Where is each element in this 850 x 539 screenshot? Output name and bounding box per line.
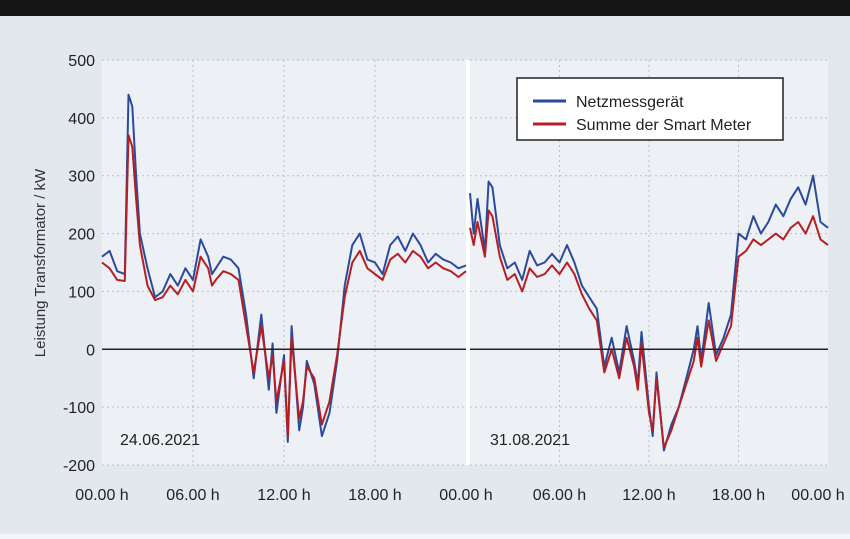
x-tick-label: 18.00 h [348,487,401,504]
tick-labels: 500 400 300 200 100 0 -100 -200 00.00 h 06.00 h 12… [63,53,845,504]
top-border-bar [0,0,850,16]
series-lines [101,93,829,452]
series-line-smart-panel-1 [101,134,467,438]
chart-area: 500 400 300 200 100 0 -100 -200 00.00 h 06.00 h 12… [0,16,850,534]
panel-separator [466,60,470,465]
x-tick-label: 00.00 h [75,487,128,504]
legend-label-netz: Netzmessgerät [576,94,684,111]
panel-label-left: 24.06.2021 [120,432,200,449]
y-tick-label: 300 [68,169,95,186]
y-tick-label: 400 [68,111,95,128]
y-tick-label: 0 [86,342,95,359]
legend-label-smart: Summe der Smart Meter [576,117,752,134]
x-tick-label: 00.00 h [791,487,844,504]
chart-svg: 500 400 300 200 100 0 -100 -200 00.00 h 06.00 h 12… [32,53,845,504]
legend: Netzmessgerät Summe der Smart Meter [516,77,784,141]
y-axis-label: Leistung Transformator / kW [32,168,49,357]
x-tick-label: 18.00 h [712,487,765,504]
x-tick-label: 06.00 h [166,487,219,504]
legend-box [516,77,784,141]
y-tick-label: 100 [68,284,95,301]
y-tick-label: -100 [63,400,95,417]
x-tick-label: 00.00 h [439,487,492,504]
series-line-smart-panel-2 [469,209,829,449]
x-tick-label: 06.00 h [533,487,586,504]
x-tick-label: 12.00 h [257,487,310,504]
series-line-netz-panel-1 [101,93,467,443]
panel-label-right: 31.08.2021 [490,432,570,449]
y-tick-label: 200 [68,227,95,244]
y-tick-label: 500 [68,53,95,70]
x-tick-label: 12.00 h [622,487,675,504]
y-tick-label: -200 [63,458,95,475]
